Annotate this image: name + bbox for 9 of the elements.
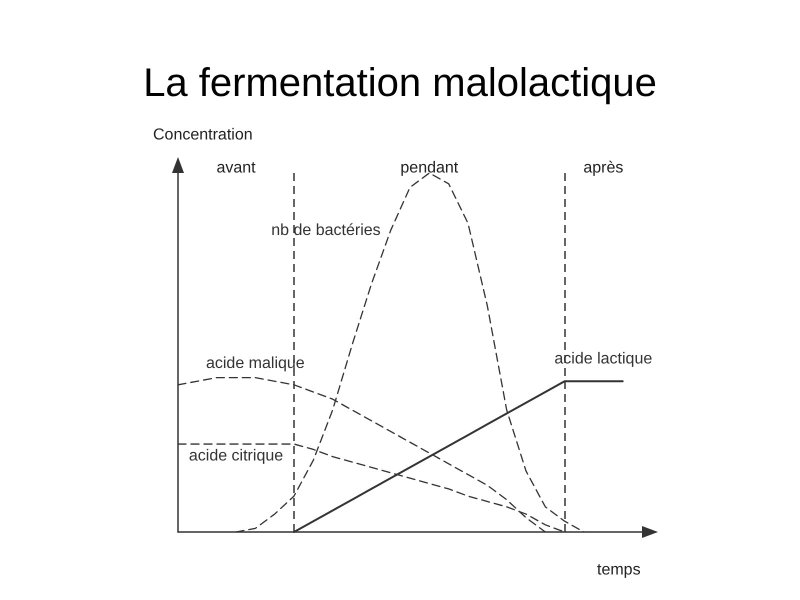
series-label: nb de bactéries xyxy=(271,222,381,239)
series-label: acide citrique xyxy=(188,448,284,465)
annotation: avant xyxy=(216,160,256,176)
y-axis-title: Concentration xyxy=(153,126,253,144)
series-label: acide malique xyxy=(206,355,305,372)
annotation: pendant xyxy=(400,160,459,176)
chart-title: La fermentation malolactique xyxy=(143,61,657,105)
x-axis-title: temps xyxy=(597,562,641,578)
annotation: après xyxy=(583,160,624,176)
